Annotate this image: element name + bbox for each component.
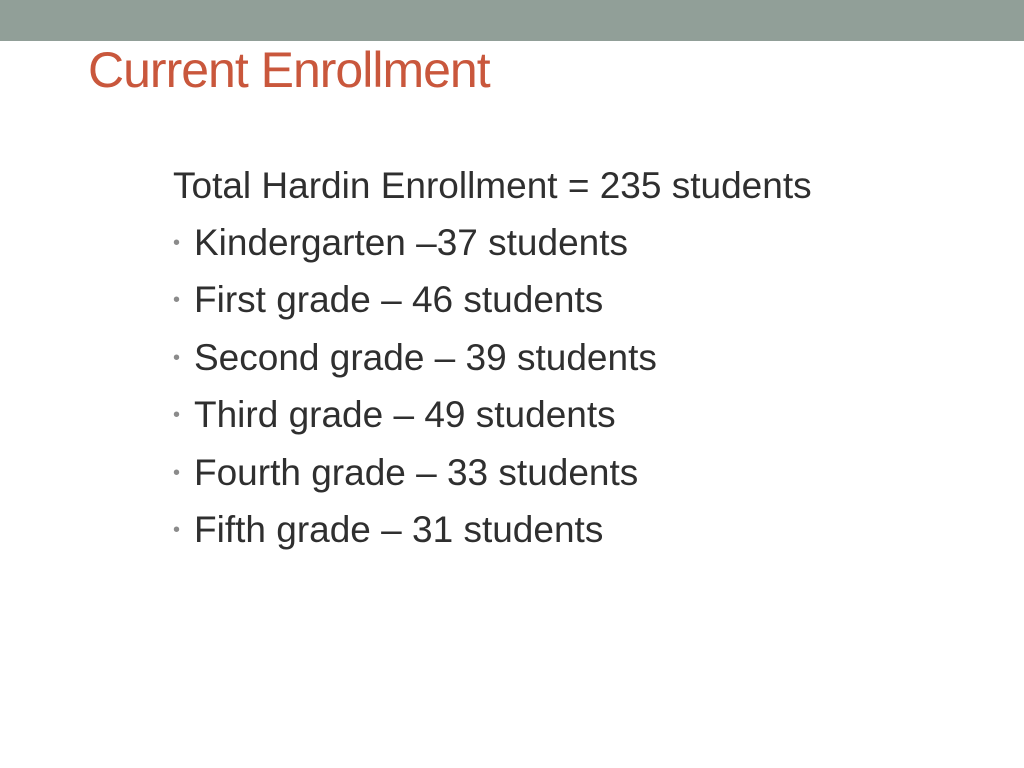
list-item-third-grade: • Third grade – 49 students bbox=[173, 387, 993, 444]
list-item-label: Second grade – 39 students bbox=[194, 336, 657, 378]
list-item-kindergarten: • Kindergarten –37 students bbox=[173, 215, 993, 272]
slide-title: Current Enrollment bbox=[88, 42, 491, 98]
bullet-icon: • bbox=[173, 232, 181, 254]
grade-enrollment-list: • Kindergarten –37 students • First grad… bbox=[173, 215, 993, 559]
list-item-first-grade: • First grade – 46 students bbox=[173, 272, 993, 329]
bullet-icon: • bbox=[173, 346, 181, 369]
list-item-label: Fifth grade – 31 students bbox=[194, 508, 604, 550]
bullet-icon: • bbox=[173, 289, 181, 312]
list-item-fifth-grade: • Fifth grade – 31 students bbox=[173, 502, 993, 559]
list-item-fourth-grade: • Fourth grade – 33 students bbox=[173, 445, 993, 502]
total-enrollment-line: Total Hardin Enrollment = 235 students bbox=[173, 165, 812, 206]
bullet-icon: • bbox=[173, 518, 181, 541]
bullet-icon: • bbox=[173, 404, 181, 427]
list-item-label: Fourth grade – 33 students bbox=[194, 451, 639, 493]
slide-body: Total Hardin Enrollment = 235 students •… bbox=[173, 158, 993, 559]
top-accent-bar bbox=[0, 0, 1024, 41]
list-item-label: Third grade – 49 students bbox=[194, 394, 616, 436]
list-item-label: First grade – 46 students bbox=[194, 279, 604, 321]
bullet-icon: • bbox=[173, 461, 181, 484]
list-item-label: Kindergarten –37 students bbox=[194, 222, 629, 263]
list-item-second-grade: • Second grade – 39 students bbox=[173, 330, 993, 387]
